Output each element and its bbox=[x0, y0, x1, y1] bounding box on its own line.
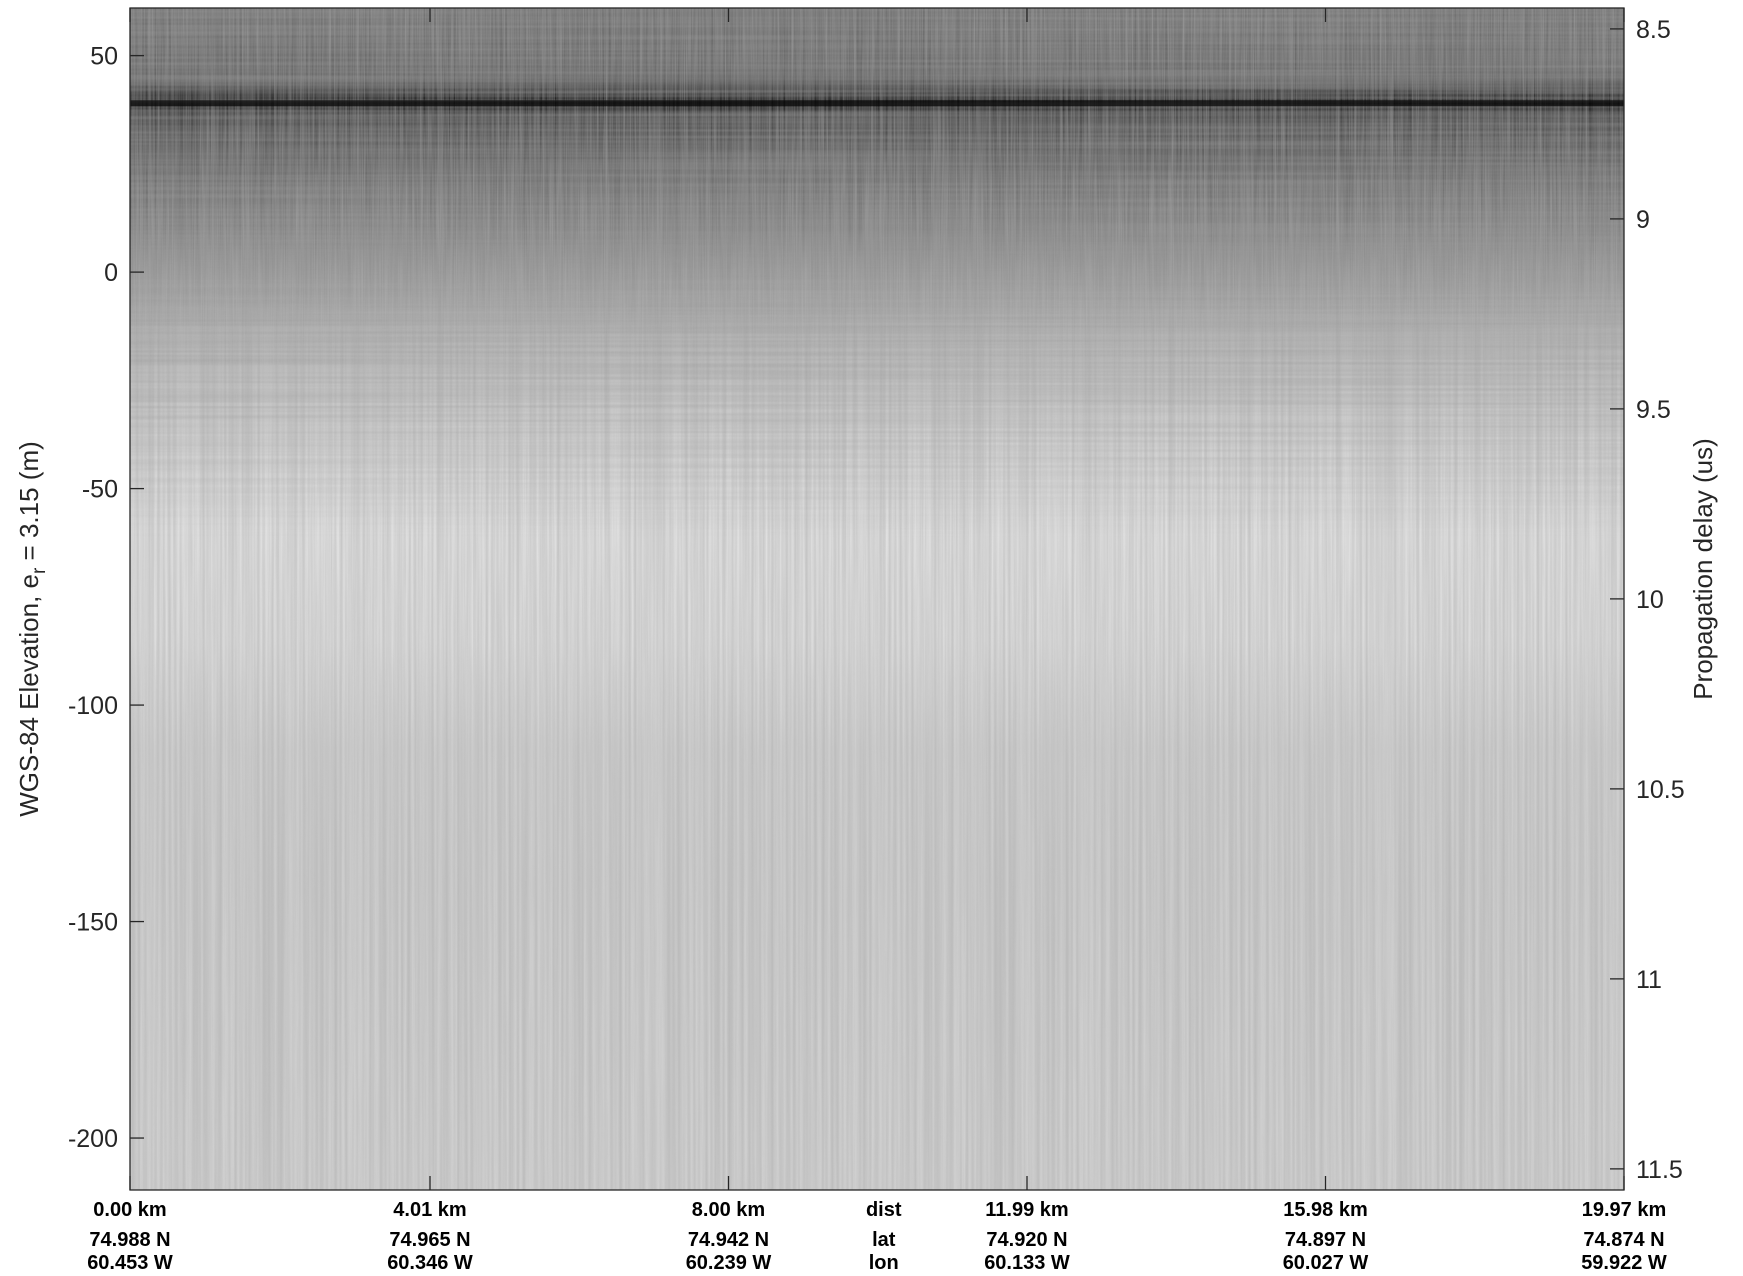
left-axis-title-main: WGS-84 Elevation, e bbox=[14, 574, 44, 817]
left-axis-title-subscript: r bbox=[29, 567, 50, 574]
x-lon-label: 60.133 W bbox=[984, 1252, 1070, 1274]
right-tick-label: 9.5 bbox=[1636, 396, 1671, 424]
x-dist-label: 4.01 km bbox=[393, 1199, 466, 1221]
right-tick-label: 10 bbox=[1636, 586, 1664, 614]
left-tick-label: -200 bbox=[68, 1125, 118, 1153]
right-tick-label: 8.5 bbox=[1636, 16, 1671, 44]
right-tick-label: 10.5 bbox=[1636, 776, 1685, 804]
right-tick-label: 11 bbox=[1636, 966, 1662, 994]
right-axis: 8.5 9 9.5 10 10.5 11 11.5 bbox=[1610, 16, 1685, 1184]
x-dist-label: 19.97 km bbox=[1582, 1199, 1667, 1221]
left-axis-title-rest: = 3.15 (m) bbox=[14, 441, 44, 567]
x-lon-label: 59.922 W bbox=[1581, 1252, 1667, 1274]
x-dist-label: 0.00 km bbox=[93, 1199, 166, 1221]
x-dist-label: 15.98 km bbox=[1283, 1199, 1368, 1221]
x-lon-label: 60.453 W bbox=[87, 1252, 173, 1274]
left-tick-label: -100 bbox=[68, 692, 118, 720]
row-label-lon: lon bbox=[869, 1252, 899, 1274]
x-lat-label: 74.942 N bbox=[688, 1229, 769, 1251]
left-tick-label: -50 bbox=[82, 476, 118, 504]
left-axis: 50 0 -50 -100 -150 -200 bbox=[68, 43, 144, 1153]
left-tick-label: -150 bbox=[68, 909, 118, 937]
left-axis-title: WGS-84 Elevation, er = 3.15 (m) bbox=[14, 441, 50, 817]
x-lat-label: 74.965 N bbox=[389, 1229, 470, 1251]
x-dist-label: 11.99 km bbox=[985, 1199, 1068, 1221]
left-tick-label: 0 bbox=[104, 259, 118, 287]
x-lat-label: 74.874 N bbox=[1583, 1229, 1664, 1251]
echogram-noise-texture bbox=[130, 8, 1624, 1190]
right-tick-label: 11.5 bbox=[1636, 1156, 1683, 1184]
x-lat-label: 74.897 N bbox=[1285, 1229, 1366, 1251]
left-tick-label: 50 bbox=[90, 43, 118, 71]
x-lon-label: 60.027 W bbox=[1283, 1252, 1369, 1274]
x-lon-label: 60.346 W bbox=[387, 1252, 473, 1274]
row-label-lat: lat bbox=[872, 1229, 896, 1251]
echogram-image bbox=[130, 8, 1624, 1190]
x-lat-label: 74.920 N bbox=[986, 1229, 1067, 1251]
x-dist-label: 8.00 km bbox=[692, 1199, 765, 1221]
surface-reflector bbox=[130, 100, 1624, 107]
right-axis-title: Propagation delay (us) bbox=[1688, 438, 1718, 700]
row-label-dist: dist bbox=[866, 1199, 902, 1221]
x-lon-label: 60.239 W bbox=[686, 1252, 772, 1274]
x-lat-label: 74.988 N bbox=[89, 1229, 170, 1251]
right-tick-label: 9 bbox=[1636, 206, 1650, 234]
